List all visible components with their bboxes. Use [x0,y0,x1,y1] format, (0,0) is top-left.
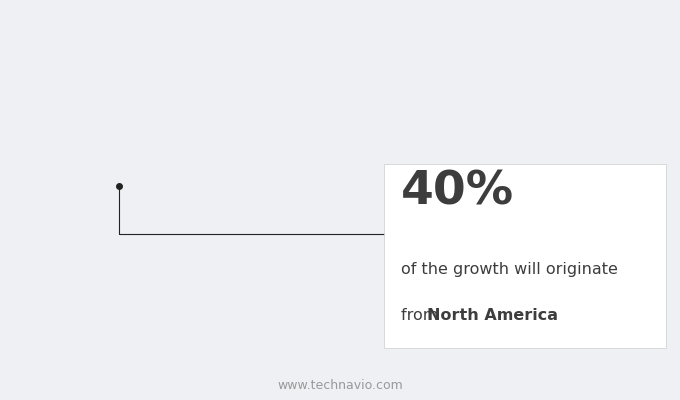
Text: of the growth will originate: of the growth will originate [401,262,618,276]
Text: 40%: 40% [401,170,514,214]
Text: www.technavio.com: www.technavio.com [277,379,403,392]
Text: from: from [401,308,443,322]
Text: North America: North America [427,308,558,322]
